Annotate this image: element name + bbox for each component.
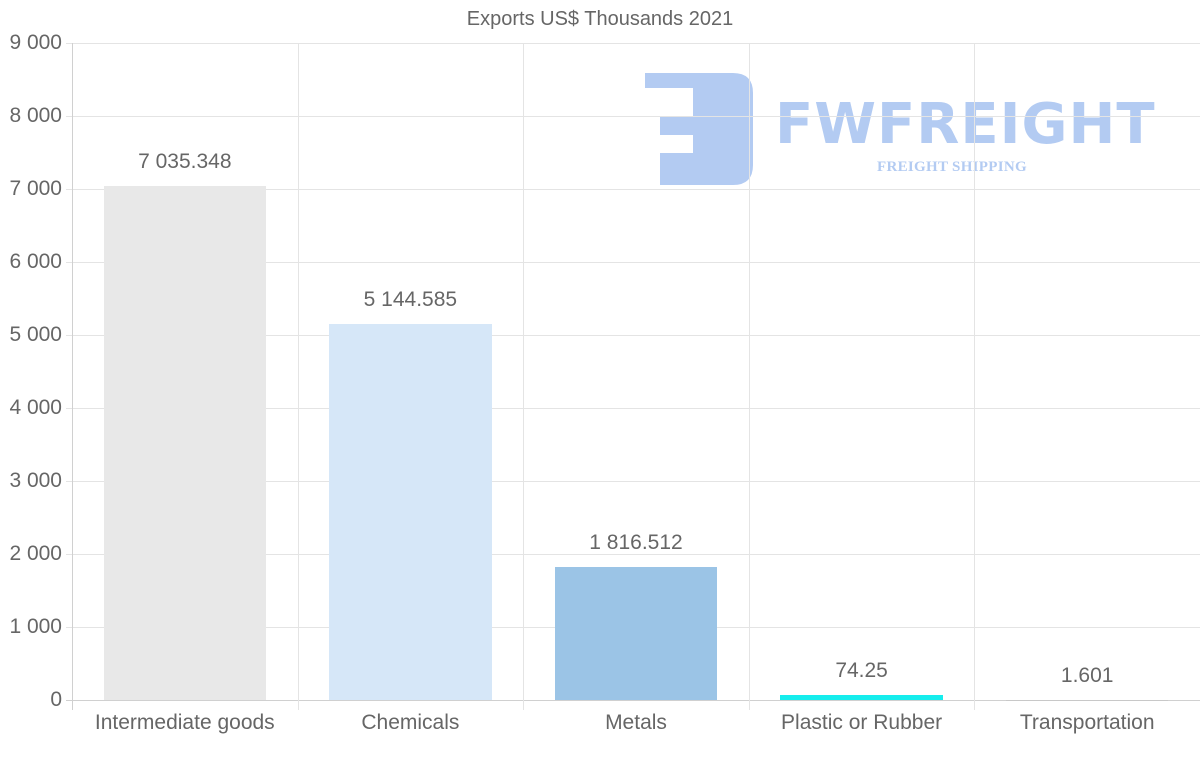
x-tick-label: Intermediate goods	[94, 711, 275, 734]
y-tick-label: 3 000	[9, 469, 62, 492]
bar[interactable]	[329, 324, 492, 700]
x-tick-label: Transportation	[1019, 711, 1155, 734]
bar-value-label: 74.25	[835, 658, 888, 682]
gridline-y	[66, 189, 1200, 190]
gridline-x	[523, 43, 524, 710]
gridline-x	[72, 43, 73, 710]
bar[interactable]	[554, 567, 718, 700]
y-tick-label: 8 000	[9, 104, 62, 127]
gridline-y	[66, 481, 1200, 482]
watermark-logo: FWFREIGHT FREIGHT SHIPPING	[645, 73, 1165, 188]
y-tick-label: 7 000	[9, 177, 62, 200]
logo-tagline: FREIGHT SHIPPING	[877, 159, 1027, 175]
y-tick-label: 6 000	[9, 250, 62, 273]
bar-value-label: 1 816.512	[589, 531, 683, 555]
x-tick-label: Chemicals	[361, 711, 460, 734]
gridline-y	[66, 116, 1200, 117]
y-tick-label: 0	[50, 688, 62, 711]
gridline-y	[66, 554, 1200, 555]
logo-mark-icon	[645, 73, 753, 185]
y-tick-label: 9 000	[9, 31, 62, 54]
gridline-y	[66, 700, 1200, 701]
y-tick-label: 4 000	[9, 396, 62, 419]
gridline-x	[974, 43, 975, 710]
logo-brand-text: FWFREIGHT	[775, 92, 1156, 157]
gridline-x	[749, 43, 750, 710]
gridline-y	[66, 262, 1200, 263]
gridline-y	[66, 43, 1200, 44]
x-tick-label: Plastic or Rubber	[781, 711, 943, 734]
bar-value-label: 7 035.348	[138, 150, 232, 174]
chart-title: Exports US$ Thousands 2021	[466, 8, 734, 30]
bar[interactable]	[780, 694, 943, 700]
y-tick-label: 5 000	[9, 323, 62, 346]
x-tick-label: Metals	[605, 711, 667, 734]
gridline-x	[298, 43, 299, 710]
gridline-y	[66, 335, 1200, 336]
bar-value-label: 1.601	[1060, 663, 1114, 687]
y-tick-label: 1 000	[9, 615, 62, 638]
bar-value-label: 5 144.585	[363, 288, 458, 312]
bar[interactable]	[103, 186, 266, 700]
plot-area	[66, 43, 1200, 710]
y-tick-label: 2 000	[9, 542, 62, 565]
gridline-y	[66, 408, 1200, 409]
